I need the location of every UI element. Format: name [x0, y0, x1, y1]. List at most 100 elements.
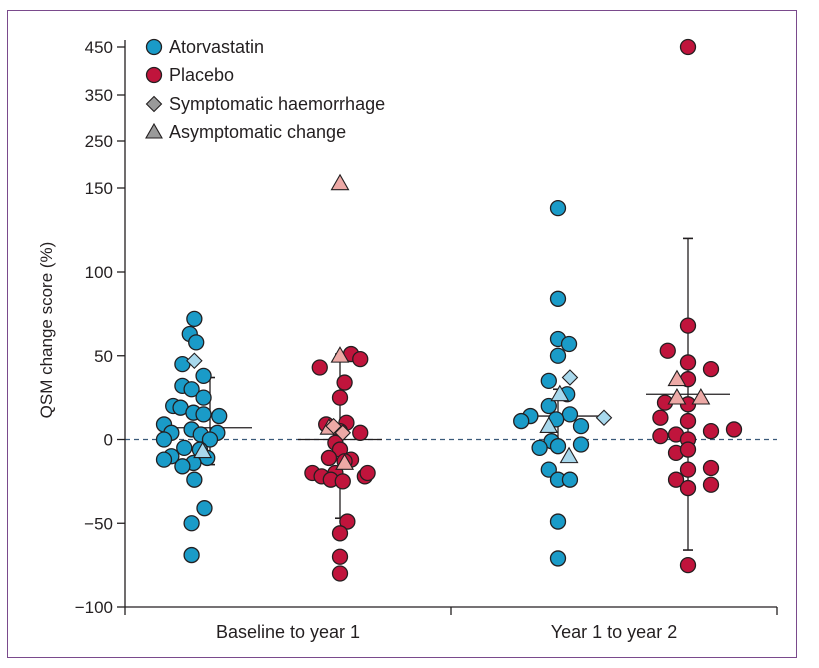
legend-marker-1: [145, 66, 163, 84]
asymptomatic-marker-placebo: [667, 369, 687, 387]
data-point-atorvastatin: [561, 471, 579, 488]
data-point-atorvastatin: [174, 355, 191, 373]
data-point-placebo: [702, 476, 720, 493]
data-point-atorvastatin: [211, 407, 228, 425]
data-point-atorvastatin: [561, 406, 579, 423]
data-point-atorvastatin: [188, 334, 205, 351]
asymptomatic-marker-atorvastatin: [539, 416, 559, 434]
data-point-placebo: [679, 354, 697, 371]
y-tick-label: 0: [104, 431, 113, 450]
legend: Atorvastatin Placebo Symptomatic haemorrha…: [145, 37, 385, 142]
legend-marker-0: [145, 38, 163, 56]
data-point-placebo: [331, 565, 349, 582]
data-point-atorvastatin: [549, 290, 567, 307]
legend-label: Asymptomatic change: [169, 122, 346, 142]
symptomatic-marker-placebo: [334, 424, 352, 442]
symptomatic-marker-placebo: [325, 417, 342, 435]
y-axis-title: QSM change score (%): [37, 242, 56, 419]
y-tick-label: 100: [85, 263, 113, 282]
data-point-placebo: [679, 441, 697, 458]
x-category-label: Year 1 to year 2: [551, 622, 677, 642]
y-tick-label: 250: [85, 132, 113, 151]
data-point-atorvastatin: [513, 412, 530, 430]
data-point-placebo: [702, 422, 720, 440]
data-point-atorvastatin: [549, 438, 567, 455]
data-point-atorvastatin: [176, 439, 193, 457]
data-point-placebo: [352, 350, 369, 368]
data-point-placebo: [652, 427, 669, 445]
data-point-placebo: [652, 409, 669, 426]
data-point-atorvastatin: [195, 406, 212, 423]
data-point-atorvastatin: [186, 471, 203, 488]
symptomatic-marker-atorvastatin: [561, 369, 579, 386]
data-point-atorvastatin: [195, 367, 212, 385]
y-tick-label: 150: [85, 179, 113, 198]
whisker-layer: [168, 237, 730, 551]
data-point-placebo: [702, 360, 720, 378]
data-point-placebo: [339, 513, 356, 530]
data-point-atorvastatin: [531, 439, 548, 457]
data-point-placebo: [336, 374, 353, 391]
y-tick-label: 50: [94, 347, 113, 366]
data-point-atorvastatin: [183, 381, 200, 398]
data-point-atorvastatin: [572, 436, 590, 453]
data-point-atorvastatin: [155, 431, 173, 448]
asymptomatic-marker-atorvastatin: [193, 441, 213, 459]
legend-label: Atorvastatin: [169, 37, 264, 57]
data-point-atorvastatin: [572, 417, 590, 435]
legend-label: Placebo: [169, 65, 234, 85]
data-point-atorvastatin: [549, 347, 567, 364]
data-point-atorvastatin: [183, 515, 200, 532]
point-layer: [155, 38, 743, 582]
y-tick-label: −50: [84, 514, 113, 533]
data-point-placebo: [679, 479, 697, 497]
asymptomatic-marker-placebo: [335, 453, 355, 470]
data-point-atorvastatin: [183, 546, 200, 564]
data-point-placebo: [359, 464, 376, 482]
y-tick-label: 450: [85, 38, 113, 57]
data-point-atorvastatin: [201, 431, 219, 448]
data-point-placebo: [320, 449, 338, 467]
data-point-atorvastatin: [540, 461, 557, 478]
asymptomatic-marker-atorvastatin: [559, 446, 579, 464]
data-point-placebo: [679, 556, 697, 574]
y-tick-label: −100: [75, 598, 113, 617]
symptomatic-marker-atorvastatin: [186, 352, 203, 370]
data-point-placebo: [679, 317, 697, 334]
data-point-atorvastatin: [195, 389, 212, 406]
data-point-atorvastatin: [155, 451, 173, 468]
data-point-atorvastatin: [540, 397, 557, 415]
legend-marker-2: [145, 95, 163, 113]
data-point-placebo: [331, 548, 349, 565]
axis-layer: 450 350 250 150 100 50 0 −50 −100 Baseline to yea…: [75, 38, 778, 642]
data-point-placebo: [702, 459, 720, 477]
data-point-placebo: [667, 471, 685, 488]
data-point-atorvastatin: [540, 372, 557, 390]
data-point-placebo: [334, 473, 351, 490]
figure-frame: [7, 10, 797, 658]
data-point-placebo: [679, 461, 697, 478]
legend-label: Symptomatic haemorrhage: [169, 94, 385, 114]
data-point-placebo: [311, 359, 328, 376]
data-point-atorvastatin: [186, 310, 203, 328]
data-point-placebo: [725, 421, 743, 438]
data-point-atorvastatin: [549, 200, 567, 217]
asymptomatic-marker-atorvastatin: [550, 384, 570, 402]
x-category-label: Baseline to year 1: [216, 622, 360, 642]
data-point-atorvastatin: [174, 458, 191, 475]
data-point-atorvastatin: [549, 513, 567, 530]
data-point-placebo: [659, 342, 676, 359]
legend-marker-3: [145, 122, 163, 139]
asymptomatic-marker-placebo: [667, 388, 687, 405]
asymptomatic-marker-placebo: [330, 346, 350, 363]
data-point-placebo: [352, 424, 369, 441]
data-point-placebo: [679, 38, 697, 56]
y-tick-label: 350: [85, 86, 113, 105]
data-point-placebo: [331, 525, 349, 542]
data-point-atorvastatin: [196, 500, 213, 517]
data-point-atorvastatin: [549, 550, 567, 567]
asymptomatic-marker-placebo: [330, 173, 350, 191]
asymptomatic-marker-placebo: [691, 388, 711, 405]
data-point-atorvastatin: [560, 335, 578, 353]
